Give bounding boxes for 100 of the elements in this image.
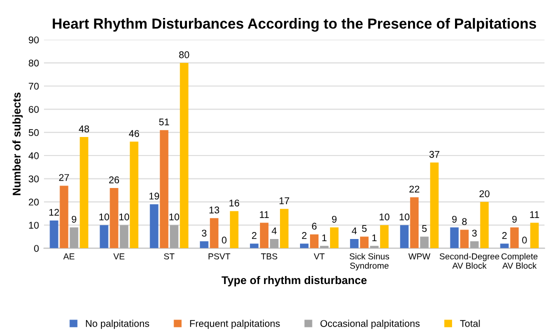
data-label: 11 <box>530 211 540 218</box>
bar <box>420 236 429 248</box>
data-label: 0 <box>522 236 527 244</box>
bar <box>180 62 188 248</box>
bar <box>120 225 128 248</box>
data-label: 13 <box>210 206 220 214</box>
data-label: 26 <box>109 176 120 184</box>
data-label: 16 <box>230 200 240 206</box>
bar <box>70 227 78 248</box>
bar <box>350 238 359 248</box>
data-label: 2 <box>502 232 507 239</box>
data-label: 51 <box>159 118 170 126</box>
bar <box>280 208 288 248</box>
data-label: 22 <box>409 186 420 192</box>
bar <box>170 225 178 248</box>
data-label: 8 <box>462 218 467 226</box>
bar <box>300 244 309 248</box>
data-label: 1 <box>372 234 377 242</box>
data-label: 27 <box>59 174 69 181</box>
bar <box>200 241 208 248</box>
x-tick-label: PSVT <box>208 253 230 260</box>
data-label: 6 <box>312 222 317 230</box>
legend-label: Total <box>460 320 480 327</box>
y-tick-label: 50 <box>28 129 39 136</box>
bar <box>530 222 539 248</box>
y-axis-title: Number of subjects <box>12 92 23 196</box>
data-label: 10 <box>119 213 130 220</box>
x-axis-title: Type of rhythm disturbance <box>222 276 367 286</box>
y-tick-label: 40 <box>28 152 39 160</box>
data-label: 4 <box>272 228 277 234</box>
bar <box>80 137 88 248</box>
bar <box>360 236 369 248</box>
data-label: 80 <box>179 51 190 58</box>
bar <box>60 186 68 248</box>
chart-title: Heart Rhythm Disturbances According to the Presence of Palpitations <box>52 18 536 32</box>
data-label: 9 <box>332 216 337 223</box>
data-label: 4 <box>352 228 357 234</box>
bar <box>260 222 268 248</box>
legend-label: Occasional palpitations <box>320 320 420 329</box>
bar <box>380 225 389 248</box>
bar <box>310 234 319 248</box>
data-label: 9 <box>72 216 76 223</box>
bar <box>50 220 58 248</box>
bar <box>330 227 339 248</box>
x-tick-label: AE <box>63 253 74 260</box>
y-tick-label: 60 <box>28 106 39 113</box>
x-tick-label: VT <box>314 253 325 260</box>
bar <box>470 241 479 248</box>
bar <box>450 227 459 248</box>
data-label: 9 <box>512 216 517 223</box>
data-label: 11 <box>260 211 269 218</box>
bar <box>100 225 108 248</box>
y-tick-label: 70 <box>28 82 39 90</box>
y-tick-label: 10 <box>29 222 39 229</box>
data-label: 19 <box>149 192 160 200</box>
bar <box>430 162 439 248</box>
bar <box>270 238 278 248</box>
data-label: 3 <box>472 230 477 237</box>
bar <box>230 211 238 248</box>
data-label: 46 <box>128 130 140 137</box>
bar <box>410 197 419 248</box>
bar <box>400 225 409 248</box>
data-label: 17 <box>280 197 290 204</box>
data-label: 10 <box>99 213 110 220</box>
data-label: 10 <box>169 213 180 220</box>
x-tick-label: VE <box>113 253 124 260</box>
data-label: 2 <box>252 232 256 239</box>
bar <box>460 230 469 248</box>
data-label: 37 <box>429 150 440 158</box>
y-tick-label: 20 <box>28 198 39 206</box>
y-tick-label: 90 <box>28 36 39 44</box>
bar <box>210 218 218 248</box>
x-tick-label: ST <box>164 253 174 260</box>
y-tick-label: 30 <box>28 175 39 182</box>
data-label: 1 <box>322 234 327 242</box>
legend-label: Frequent palpitations <box>190 320 280 329</box>
bar <box>110 188 118 248</box>
bar <box>250 244 258 248</box>
x-tick-label: Sick Sinus Syndrome <box>350 253 390 270</box>
bar <box>500 244 509 248</box>
data-label: 10 <box>400 213 410 220</box>
x-tick-label: Second-Degree AV Block <box>440 253 500 269</box>
bar <box>130 142 138 248</box>
data-label: 2 <box>302 232 306 239</box>
data-label: 12 <box>49 208 59 216</box>
data-label: 3 <box>202 230 206 237</box>
y-tick-label: 80 <box>28 60 39 67</box>
data-label: 0 <box>222 236 227 244</box>
bar <box>150 204 158 248</box>
y-tick-label: 0 <box>34 244 39 252</box>
data-label: 10 <box>380 213 390 220</box>
data-label: 5 <box>422 225 427 232</box>
data-label: 9 <box>452 216 457 223</box>
data-label: 48 <box>78 125 90 132</box>
bar <box>510 227 519 248</box>
legend-label: No palpitations <box>86 320 150 329</box>
data-label: 5 <box>362 225 367 232</box>
bar <box>160 130 168 248</box>
data-label: 20 <box>480 190 490 198</box>
x-tick-label: WPW <box>408 253 430 260</box>
